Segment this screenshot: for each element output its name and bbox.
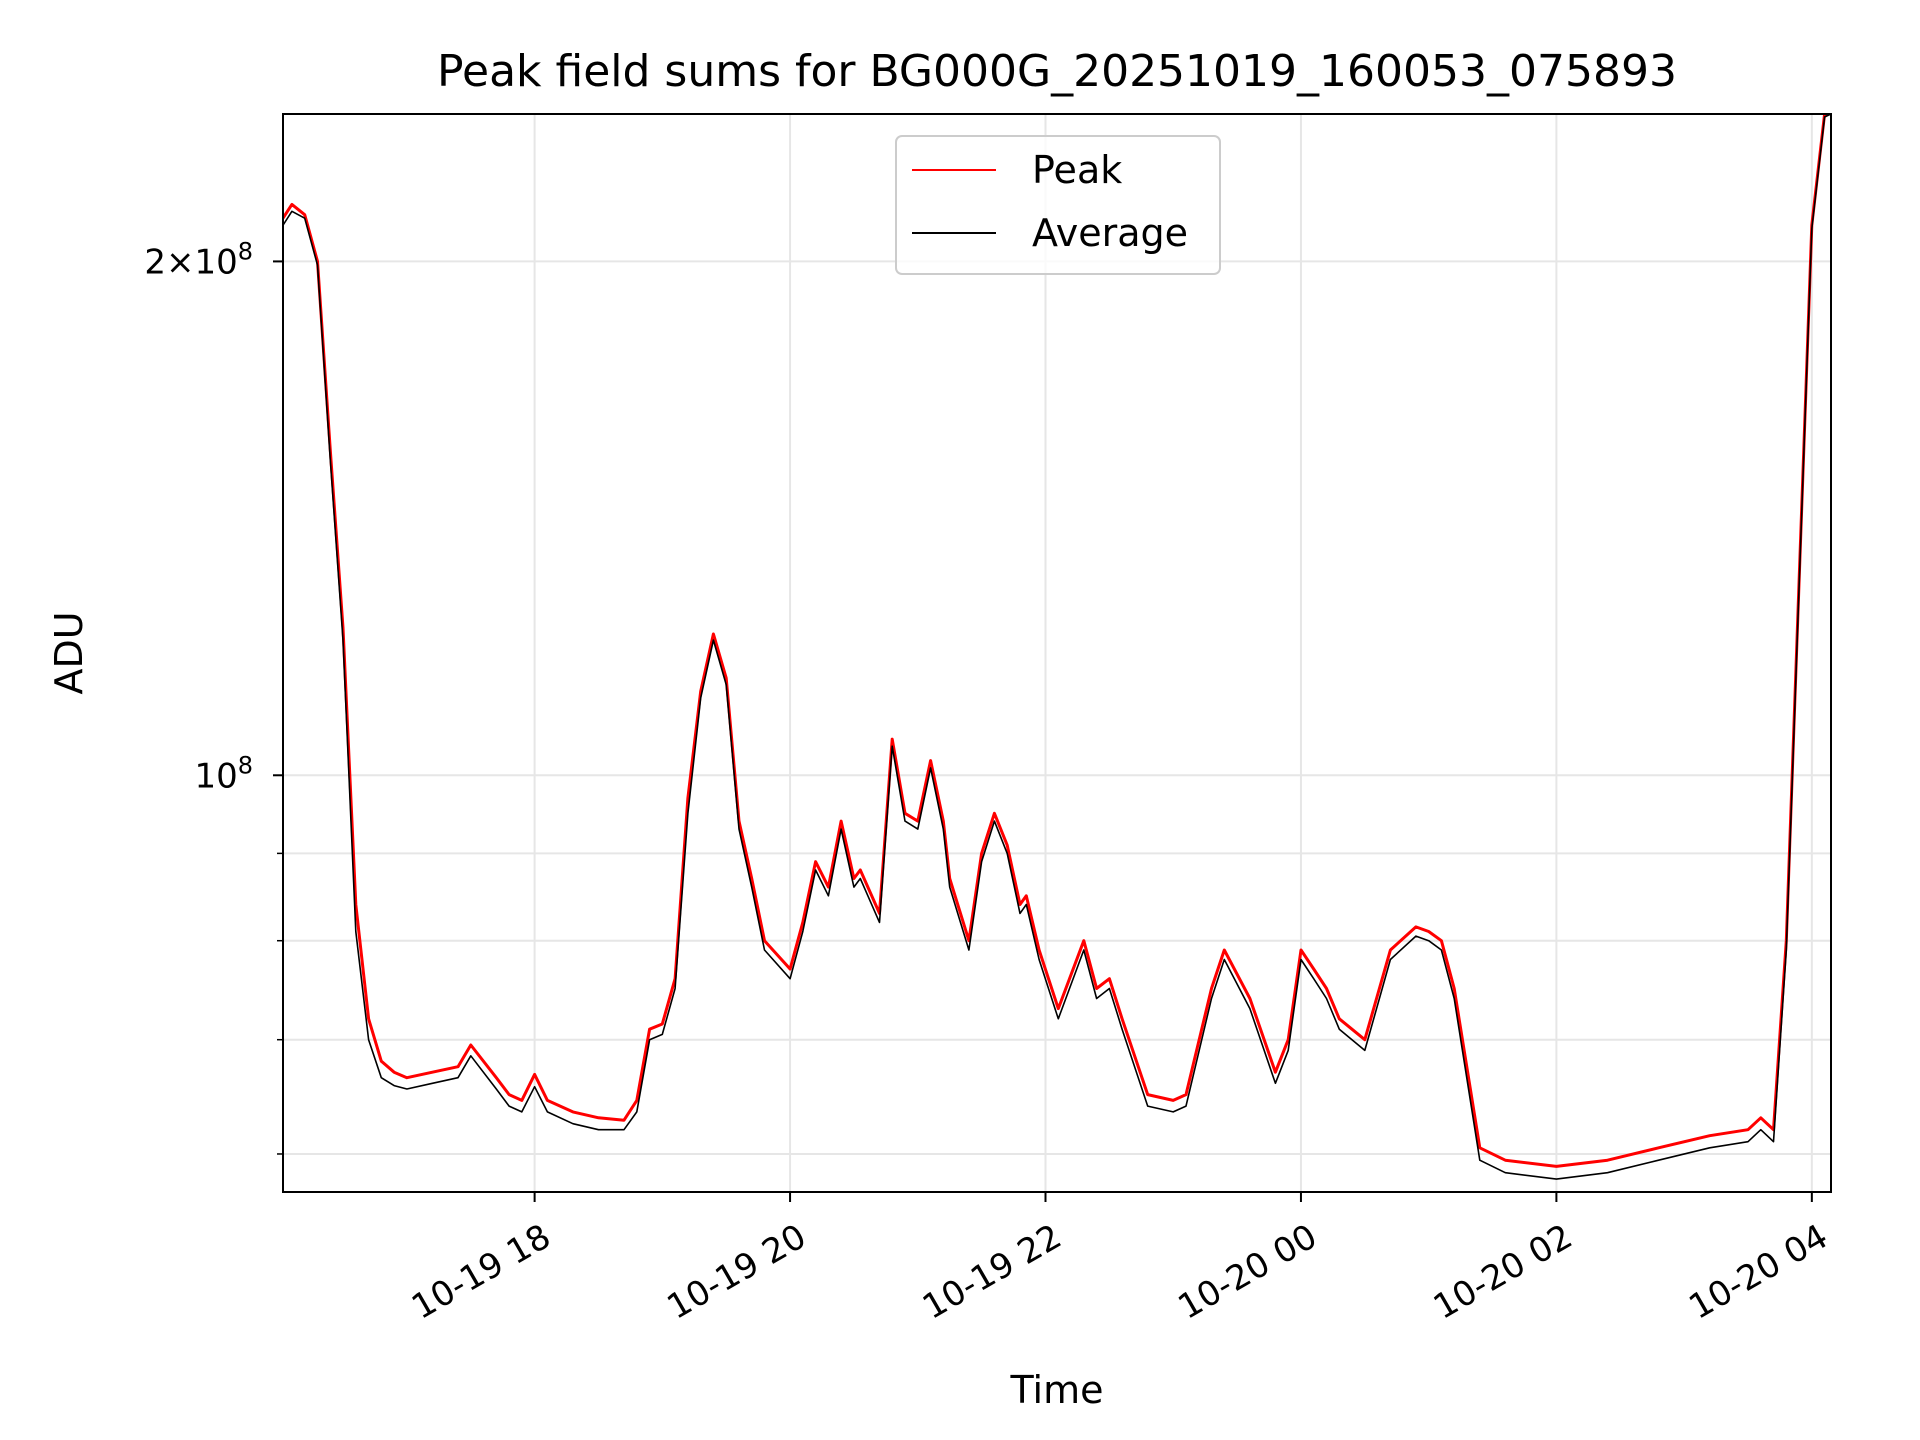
x-axis-label: Time [1010,1368,1104,1412]
legend-peak-label: Peak [1032,148,1122,192]
series-layer [283,114,1831,1180]
legend: Peak Average [895,135,1221,275]
y-axis-label: ADU [47,611,91,694]
y-axis-ticks: 108 2×108 [144,237,283,1155]
legend-average-label: Average [1032,211,1188,255]
grid [283,114,1831,1192]
y-tick-label: 108 [194,751,253,796]
chart-title: Peak field sums for BG000G_20251019_1600… [437,46,1677,97]
plot-frame [282,113,1832,1193]
series-line-peak [283,114,1831,1168]
series-line-average [283,114,1831,1180]
y-tick-label: 2×108 [144,237,253,282]
